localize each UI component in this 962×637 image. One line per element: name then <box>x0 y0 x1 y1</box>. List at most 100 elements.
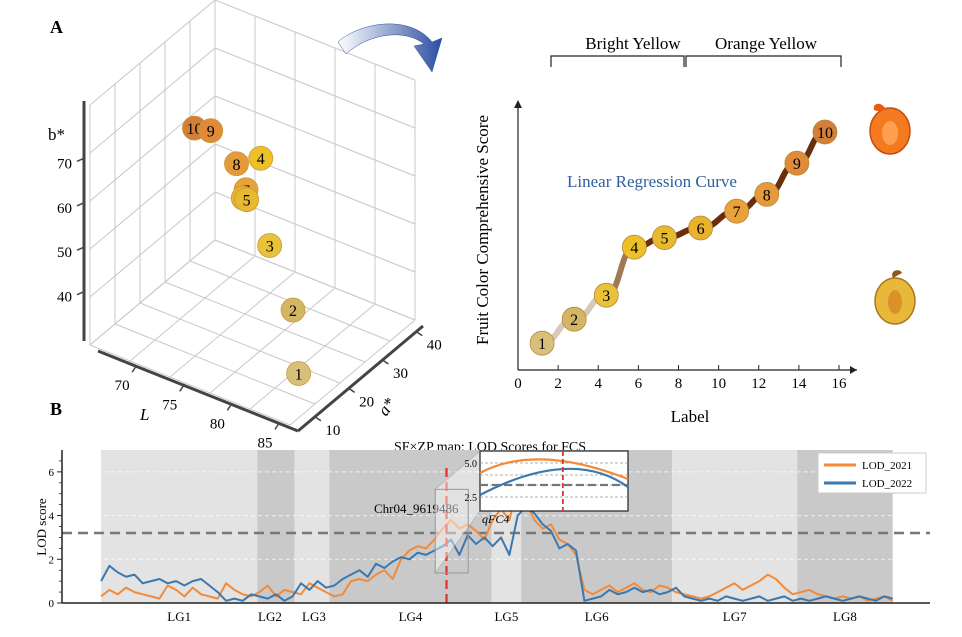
x-axis-label: L <box>139 405 149 424</box>
panel-a-label: A <box>50 17 63 37</box>
lod-y-tick-label: 4 <box>49 511 55 523</box>
group-label-bright-yellow: Bright Yellow <box>585 34 681 53</box>
3d-axes <box>82 101 424 433</box>
grid-line <box>89 143 216 250</box>
lod-y-tick-label: 2 <box>49 554 55 566</box>
lg-label-LG5: LG5 <box>494 609 518 624</box>
panel-b-label: B <box>50 399 62 419</box>
legend-label-2021: LOD_2021 <box>862 460 912 472</box>
point-label-4: 4 <box>257 151 265 168</box>
point-1 <box>286 361 311 386</box>
y-tick-label: 10 <box>325 423 340 439</box>
point-label-10: 10 <box>186 121 202 138</box>
grid-line <box>89 239 216 346</box>
score-point-label-10: 10 <box>817 125 833 142</box>
legend-label-2022: LOD_2022 <box>862 478 912 490</box>
series-LOD_2022 <box>100 505 893 602</box>
legend-box <box>817 452 927 494</box>
score-point-label-7: 7 <box>733 204 741 221</box>
y-tick-label: 20 <box>359 394 374 410</box>
lg-label-LG4: LG4 <box>399 609 423 624</box>
grid-line <box>164 281 366 363</box>
marker-label: Chr04_9619486 <box>374 501 459 516</box>
z-tick-label: 60 <box>57 201 72 217</box>
point-2 <box>280 297 306 323</box>
point-8 <box>224 151 249 177</box>
inset-source-box <box>434 488 469 574</box>
grid-line <box>89 344 291 426</box>
score-x-tick-label: 4 <box>595 376 603 392</box>
y-tick <box>314 416 322 422</box>
lod-y-tick-label: 6 <box>49 467 55 479</box>
score-x-tick-label: 0 <box>514 376 522 392</box>
z-axis-label: b* <box>48 125 65 144</box>
x-axis-line <box>97 349 299 433</box>
score-point-10 <box>812 119 838 145</box>
score-point-label-1: 1 <box>538 336 546 353</box>
score-axes: 0 2 4 6 8 10 12 14 16 <box>514 100 857 392</box>
score-point-6 <box>688 215 713 241</box>
z-tick <box>76 157 85 163</box>
linkage-group-labels: LG1 LG2 LG3 LG4 LG5 LG6 LG7 LG8 <box>167 609 857 624</box>
series-LOD_2021 <box>100 486 894 602</box>
lg-label-LG2: LG2 <box>258 609 282 624</box>
inset-box <box>479 450 629 512</box>
score-panel: Bright Yellow Orange Yellow 0 2 4 6 8 10 12 14 1… <box>473 34 916 426</box>
y-tick <box>382 359 389 365</box>
y-tick <box>415 331 423 337</box>
3d-points: 10948765321 <box>182 115 311 386</box>
grid-line <box>129 255 256 362</box>
score-point-label-6: 6 <box>697 221 705 238</box>
point-label-9: 9 <box>207 124 215 141</box>
y-axis-arrow-icon <box>514 100 522 108</box>
group-brackets <box>550 55 842 67</box>
score-point-label-8: 8 <box>763 187 771 204</box>
lod-axes: 0 2 4 6 <box>49 450 930 610</box>
score-point-8 <box>754 181 780 207</box>
y-axis-label: a* <box>374 394 400 419</box>
grid-line <box>214 143 416 225</box>
grid-line <box>289 319 416 426</box>
regression-annotation: Linear Regression Curve <box>567 172 737 191</box>
lod-series <box>100 468 894 603</box>
lg-label-LG6: LG6 <box>585 609 609 624</box>
score-point-9 <box>784 150 810 176</box>
score-point-1 <box>529 330 555 356</box>
lod-y-axis-label: LOD score <box>34 498 49 556</box>
grid-line <box>114 323 316 405</box>
y-tick <box>348 387 356 394</box>
score-x-tick-label: 6 <box>635 376 643 392</box>
z-tick-label: 50 <box>57 245 72 261</box>
score-points: 1 2 3 4 5 6 7 8 9 10 <box>529 119 838 356</box>
point-label-3: 3 <box>266 238 274 255</box>
score-point-label-4: 4 <box>630 240 638 257</box>
score-x-tick-label: 14 <box>791 376 807 392</box>
z-tick <box>76 246 85 251</box>
lod-inset: 5.0 2.5 <box>434 450 629 575</box>
score-x-tick-label: 10 <box>711 376 726 392</box>
band-LG2 <box>257 450 295 603</box>
band-LG7 <box>672 450 798 603</box>
orange-fruit-icon <box>869 103 911 155</box>
score-point-2 <box>561 306 587 332</box>
score-point-label-5: 5 <box>660 231 668 248</box>
score-point-label-9: 9 <box>793 156 801 173</box>
inset-series-2021 <box>479 458 629 481</box>
point-9 <box>198 118 224 144</box>
transition-arrow-icon <box>337 23 443 73</box>
point-3 <box>257 233 283 258</box>
lg-label-LG8: LG8 <box>833 609 857 624</box>
z-tick <box>76 290 85 296</box>
z-tick-label: 70 <box>57 156 72 172</box>
x-tick-label: 70 <box>115 378 130 394</box>
inset-tick-label: 5.0 <box>465 459 478 470</box>
score-point-3 <box>593 282 619 308</box>
y-axis-line <box>297 324 424 433</box>
score-y-axis-label: Fruit Color Comprehensive Score <box>473 115 492 345</box>
point-label-2: 2 <box>289 303 297 320</box>
lg-label-LG7: LG7 <box>723 609 747 624</box>
score-point-4 <box>621 234 647 260</box>
